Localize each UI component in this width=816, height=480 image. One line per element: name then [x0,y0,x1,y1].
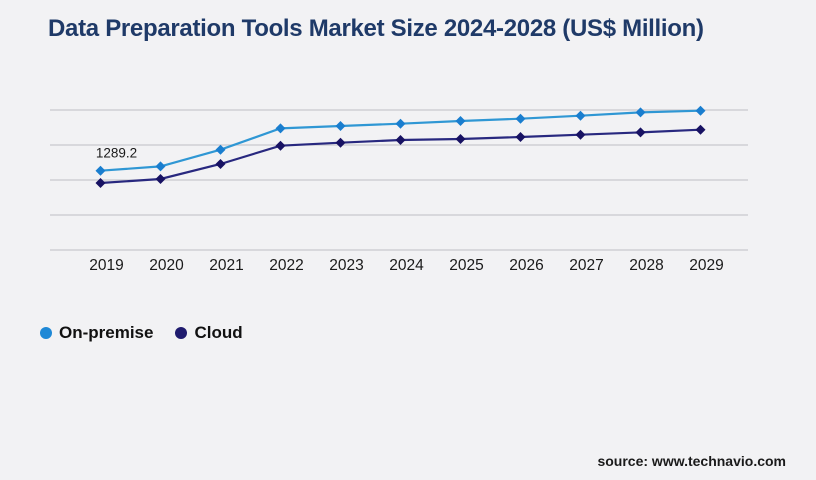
data-point-marker[interactable] [215,159,226,170]
legend-label: On-premise [59,323,154,342]
x-axis-label: 2019 [89,257,123,274]
data-point-marker[interactable] [215,144,226,155]
legend-label: Cloud [194,323,243,342]
chart-legend: On-premise Cloud [40,323,243,343]
data-point-marker[interactable] [95,178,106,189]
data-point-marker[interactable] [395,134,406,145]
data-point-marker[interactable] [695,124,706,135]
data-point-marker[interactable] [515,113,526,124]
data-point-marker[interactable] [575,110,586,121]
x-axis-label: 2020 [149,257,184,274]
data-point-marker[interactable] [335,120,346,131]
chart-title: Data Preparation Tools Market Size 2024-… [48,15,704,42]
legend-item-cloud[interactable]: Cloud [175,323,243,343]
data-point-marker[interactable] [95,165,106,176]
data-point-marker[interactable] [155,174,166,185]
data-point-marker[interactable] [635,107,646,118]
data-point-marker[interactable] [155,161,166,172]
data-point-marker[interactable] [515,132,526,143]
data-point-marker[interactable] [575,129,586,140]
data-point-marker[interactable] [455,115,466,126]
legend-item-on-premise[interactable]: On-premise [40,323,153,343]
x-axis-label: 2027 [569,257,603,274]
x-axis-label: 2026 [509,257,543,274]
data-point-label: 1289.2 [96,146,137,161]
data-point-marker[interactable] [455,134,466,145]
x-axis-label: 2022 [269,257,303,274]
data-point-marker[interactable] [695,105,706,116]
x-axis-label: 2023 [329,257,363,274]
x-axis-label: 2028 [629,257,663,274]
data-point-marker[interactable] [275,140,286,151]
legend-swatch-icon [175,327,188,339]
x-axis-label: 2029 [689,257,723,274]
legend-swatch-icon [40,327,52,339]
data-point-marker[interactable] [335,137,346,148]
x-axis-label: 2024 [389,257,424,274]
data-point-marker[interactable] [275,123,286,134]
source-attribution: source: www.technavio.com [597,453,786,469]
x-axis-label: 2025 [449,257,483,274]
x-axis-label: 2021 [209,257,243,274]
data-point-marker[interactable] [635,127,646,138]
data-point-marker[interactable] [395,118,406,129]
